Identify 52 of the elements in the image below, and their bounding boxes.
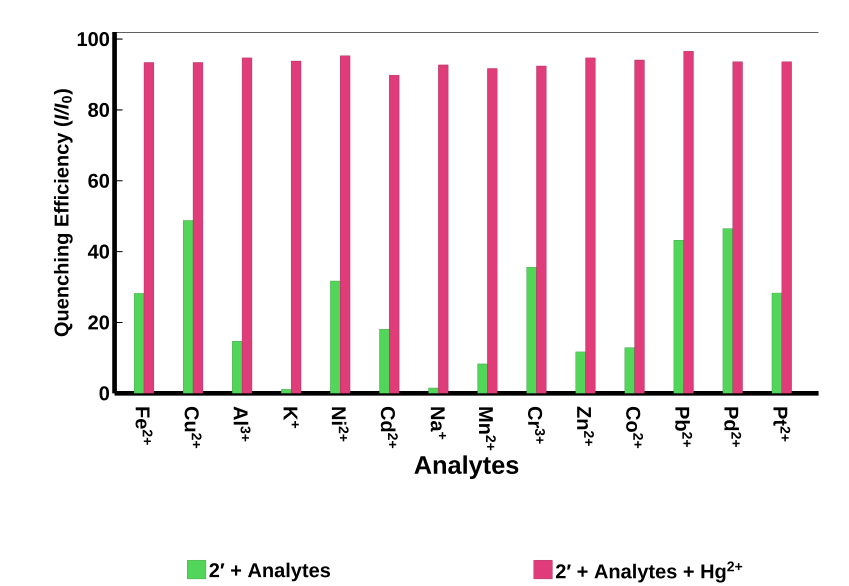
x-tick-label: Ni$^{2+}$	[332, 408, 349, 442]
bar	[536, 66, 546, 394]
bar	[438, 64, 448, 394]
y-tick-label: 20	[88, 316, 110, 330]
x-axis-title: Analytes	[414, 456, 518, 480]
bar	[576, 352, 586, 394]
bar	[634, 60, 645, 394]
bar	[340, 56, 350, 394]
bar	[477, 364, 488, 394]
bar	[134, 293, 144, 394]
bar	[290, 61, 302, 394]
y-tick-label: 100	[78, 32, 110, 46]
bar	[782, 62, 792, 394]
y-tick-label: 40	[88, 244, 110, 259]
y-tick-label: 80	[88, 103, 110, 118]
bar	[722, 228, 733, 394]
bar	[144, 62, 154, 394]
x-tick-label: Cr$^{3+}$	[528, 407, 545, 444]
x-tick-label: Fe$^{2+}$	[136, 408, 152, 445]
x-tick-label: Zn$^{2+}$	[577, 406, 594, 446]
x-tick-label: Pt$^{2+}$	[773, 408, 790, 442]
y-axis-title: Quenching Efficiency (I/I$_{0}$)	[54, 89, 73, 336]
x-tick-label: Co$^{2+}$	[626, 407, 644, 448]
bar	[772, 293, 782, 394]
x-tick-label: Cu$^{2+}$	[184, 407, 202, 448]
legend-label: 2′ + Analytes + Hg$^{2+}$	[556, 562, 742, 583]
x-tick-label: Na$^{+}$	[430, 408, 446, 440]
legend-label: 2′ + Analytes	[209, 562, 330, 582]
bar	[379, 329, 390, 394]
bar	[526, 267, 537, 394]
x-tick-label: Cd$^{2+}$	[380, 407, 398, 448]
y-tick-label: 0	[100, 386, 110, 401]
x-tick-label: Pb$^{2+}$	[675, 408, 692, 448]
x-tick-label: K$^{+}$	[284, 408, 299, 428]
bar	[242, 58, 252, 394]
bar	[624, 348, 635, 394]
bar	[585, 58, 596, 394]
bar	[389, 75, 400, 394]
bar	[428, 388, 439, 394]
bar	[487, 68, 498, 394]
bar	[674, 240, 684, 394]
bar	[732, 62, 743, 394]
x-tick-label: Pd$^{2+}$	[724, 408, 742, 448]
bar	[281, 389, 292, 394]
x-tick-label: Al$^{3+}$	[234, 406, 250, 442]
bar	[683, 51, 694, 394]
y-tick-label: 60	[88, 174, 110, 188]
bar	[192, 62, 204, 394]
x-tick-label: Mn$^{2+}$	[479, 408, 496, 451]
bar	[330, 281, 340, 394]
bar	[232, 341, 242, 394]
bar	[183, 220, 194, 394]
